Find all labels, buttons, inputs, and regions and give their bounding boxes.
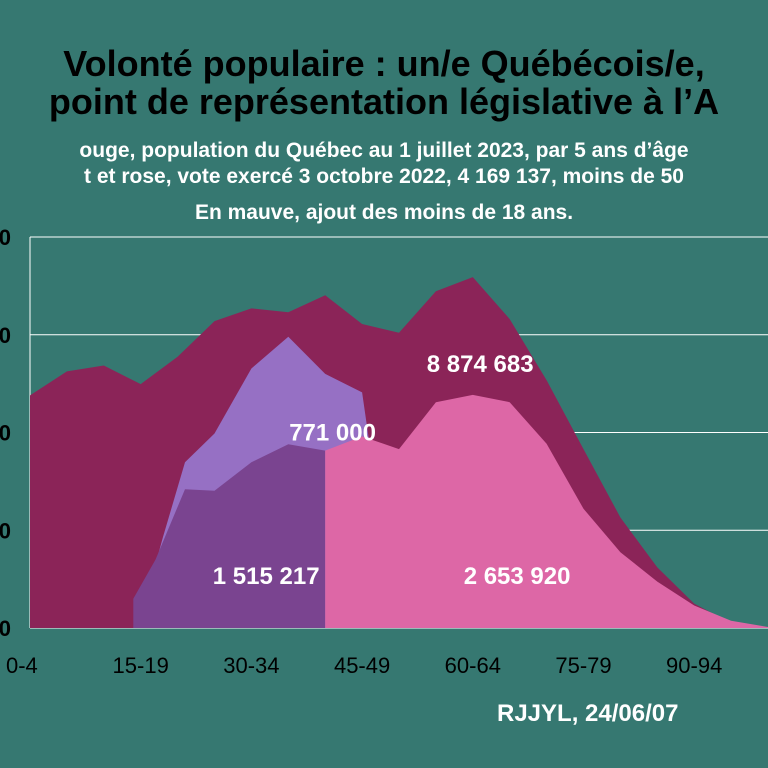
data-label-0: 8 874 683 [427, 351, 534, 378]
x-tick-label-3: 45-49 [334, 653, 390, 678]
x-tick-label-2: 30-34 [223, 653, 279, 678]
y-axis-tick-labels: 0 0 0 0 0 [0, 225, 11, 641]
y-tick-label-0: 0 [0, 616, 11, 641]
chart-subtitle-line-2: t et rose, vote exercé 3 octobre 2022, 4… [84, 165, 684, 188]
data-label-2: 1 515 217 [213, 563, 320, 590]
chart-title-line-2: point de représentation législative à l’… [48, 81, 720, 122]
data-labels: 8 874 683 771 000 1 515 217 2 653 920 [213, 351, 571, 590]
y-tick-label-2: 0 [0, 421, 11, 446]
chart-subtitle-line-1: ouge, population du Québec au 1 juillet … [79, 139, 689, 162]
y-tick-label-3: 0 [0, 323, 11, 348]
chart-subtitle-line-3: En mauve, ajout des moins de 18 ans. [194, 201, 574, 224]
x-axis-tick-labels: 0-4 15-19 30-34 45-49 60-64 75-79 90-94 [6, 653, 722, 678]
x-tick-label-6: 90-94 [666, 653, 722, 678]
chart-title-line-1: Volonté populaire : un/e Québécois/e, [63, 43, 705, 84]
area-series-votes_under_50 [133, 444, 326, 628]
author-credit: RJJYL, 24/06/07 [497, 700, 679, 727]
data-label-3: 2 653 920 [464, 563, 571, 590]
area-series-votes_50_plus [325, 394, 768, 628]
x-tick-label-4: 60-64 [445, 653, 501, 678]
data-label-1: 771 000 [289, 420, 376, 447]
y-tick-label-1: 0 [0, 518, 11, 543]
area-series [30, 277, 768, 628]
x-tick-label-0: 0-4 [6, 653, 38, 678]
x-tick-label-1: 15-19 [113, 653, 169, 678]
y-tick-label-4: 0 [0, 225, 11, 250]
x-tick-label-5: 75-79 [555, 653, 611, 678]
